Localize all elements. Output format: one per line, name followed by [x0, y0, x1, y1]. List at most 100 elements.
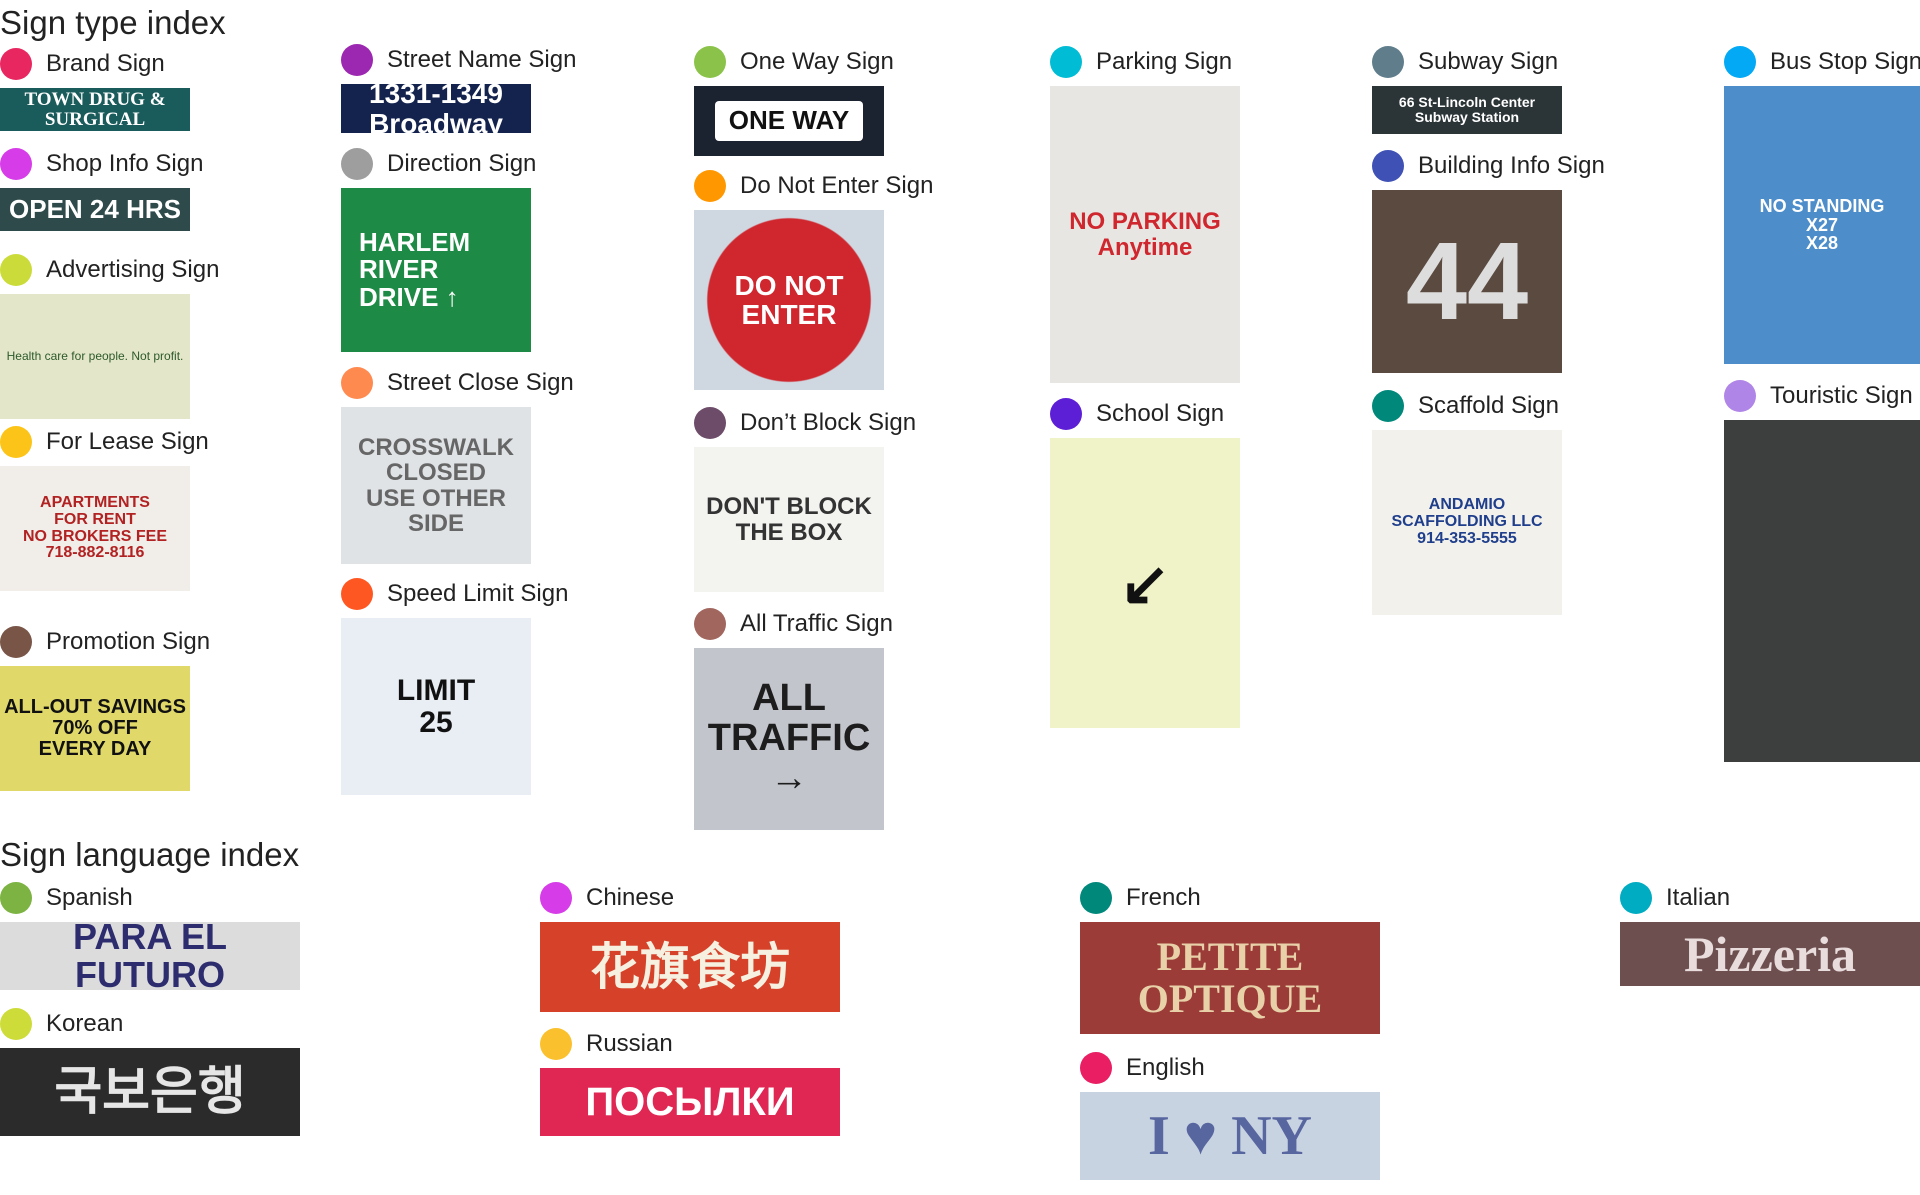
- color-swatch-icon: [0, 254, 32, 286]
- sign-text: 花旗食坊: [590, 938, 790, 995]
- color-swatch-icon: [540, 1028, 572, 1060]
- legend-entry-head: Speed Limit Sign: [341, 576, 568, 612]
- type-entry-advertising-sign: Advertising Sign Health care for people. …: [0, 252, 219, 419]
- legend-label: Street Close Sign: [387, 369, 574, 396]
- color-swatch-icon: [694, 46, 726, 78]
- type-entry-subway-sign: Subway Sign 66 St-Lincoln Center Subway St…: [1372, 44, 1562, 134]
- legend-label: Korean: [46, 1010, 124, 1037]
- legend-entry-head: Subway Sign: [1372, 44, 1562, 80]
- color-swatch-icon: [1724, 380, 1756, 412]
- sign-thumbnail: ↙: [1050, 438, 1240, 728]
- sign-text: ALL-OUT SAVINGS: [4, 696, 186, 718]
- legend-entry-head: French: [1080, 880, 1380, 916]
- color-swatch-icon: [0, 882, 32, 914]
- type-entry-brand-sign: Brand Sign TOWN DRUG & SURGICAL: [0, 46, 190, 131]
- legend-label: Don’t Block Sign: [740, 409, 917, 436]
- legend-entry-head: Do Not Enter Sign: [694, 168, 933, 204]
- sign-text: DO NOT: [734, 269, 844, 301]
- sign-thumbnail: OPEN 24 HRS: [0, 188, 190, 231]
- legend-label: Building Info Sign: [1418, 152, 1605, 179]
- type-entry-do-not-enter-sign: Do Not Enter Sign DO NOT ENTER: [694, 168, 933, 390]
- legend-label: Shop Info Sign: [46, 150, 204, 177]
- sign-text: TRAFFIC: [707, 717, 871, 760]
- legend-entry-head: Italian: [1620, 880, 1920, 916]
- sign-text: DRIVE ↑: [359, 281, 459, 312]
- sign-thumbnail: ONE WAY: [694, 86, 884, 156]
- sign-type-index-title: Sign type index: [0, 4, 226, 41]
- color-swatch-icon: [341, 148, 373, 180]
- type-entry-direction-sign: Direction Sign HARLEM RIVER DRIVE ↑: [341, 146, 536, 352]
- legend-entry-head: Building Info Sign: [1372, 148, 1605, 184]
- sign-text: PARA EL FUTURO: [72, 922, 227, 990]
- sign-text: SCAFFOLDING LLC: [1391, 513, 1543, 531]
- sign-text: Health care for people. Not profit.: [6, 349, 184, 364]
- legend-entry-head: Spanish: [0, 880, 300, 916]
- color-swatch-icon: [694, 608, 726, 640]
- sign-thumbnail: I ♥ NY: [1080, 1092, 1380, 1180]
- legend-label: Brand Sign: [46, 50, 165, 77]
- legend-entry-head: Korean: [0, 1006, 300, 1042]
- sign-thumbnail: CROSSWALK CLOSED USE OTHER SIDE: [341, 407, 531, 564]
- sign-text: 25: [419, 705, 453, 739]
- sign-text: EVERY DAY: [38, 738, 152, 760]
- color-swatch-icon: [1080, 1052, 1112, 1084]
- color-swatch-icon: [0, 626, 32, 658]
- sign-thumbnail: PARA EL FUTURO: [0, 922, 300, 990]
- sign-thumbnail: ALL-OUT SAVINGS 70% OFF EVERY DAY: [0, 666, 190, 791]
- color-swatch-icon: [1080, 882, 1112, 914]
- legend-label: Russian: [586, 1030, 673, 1057]
- sign-thumbnail: NO PARKING Anytime: [1050, 86, 1240, 383]
- color-swatch-icon: [540, 882, 572, 914]
- sign-text: APARTMENTS: [40, 493, 150, 511]
- type-entry-street-close-sign: Street Close Sign CROSSWALK CLOSED USE OTHE…: [341, 365, 574, 564]
- sign-language-index-title: Sign language index: [0, 836, 300, 873]
- language-entry-korean: Korean 국보은행: [0, 1006, 300, 1136]
- sign-text: NO PARKING: [1069, 208, 1221, 236]
- sign-text: LIMIT: [396, 674, 476, 707]
- legend-label: Street Name Sign: [387, 46, 577, 73]
- legend-entry-head: Don’t Block Sign: [694, 405, 916, 441]
- sign-text: NO BROKERS FEE: [22, 527, 167, 545]
- sign-text: FOR RENT: [54, 510, 136, 528]
- sign-text: Subway Station: [1414, 109, 1520, 125]
- type-entry-touristic-sign: Touristic Sign: [1724, 378, 1920, 762]
- sign-text: ONE WAY: [714, 101, 864, 141]
- legend-label: For Lease Sign: [46, 428, 209, 455]
- sign-thumbnail: ПОСЫЛКИ: [540, 1068, 840, 1136]
- language-entry-english: English I ♥ NY: [1080, 1050, 1380, 1180]
- legend-entry-head: Street Name Sign: [341, 42, 576, 78]
- color-swatch-icon: [1372, 390, 1404, 422]
- sign-thumbnail: DO NOT ENTER: [694, 210, 884, 390]
- type-entry-bus-stop-sign: Bus Stop Sign NO STANDING X27 X28: [1724, 44, 1920, 364]
- color-swatch-icon: [341, 44, 373, 76]
- legend-label: Scaffold Sign: [1418, 392, 1559, 419]
- sign-text: CLOSED: [385, 459, 486, 487]
- color-swatch-icon: [341, 578, 373, 610]
- sign-text: DON'T BLOCK: [706, 493, 872, 521]
- legend-entry-head: Brand Sign: [0, 46, 190, 82]
- color-swatch-icon: [694, 407, 726, 439]
- color-swatch-icon: [0, 148, 32, 180]
- legend-entry-head: All Traffic Sign: [694, 606, 893, 642]
- sign-thumbnail: ALL TRAFFIC →: [694, 648, 884, 830]
- sign-text: USE OTHER SIDE: [365, 484, 506, 537]
- sign-text: PETITE: [1156, 934, 1304, 979]
- legend-entry-head: Russian: [540, 1026, 840, 1062]
- sign-text: Broadway: [369, 107, 503, 133]
- legend-label: Do Not Enter Sign: [740, 172, 934, 199]
- color-swatch-icon: [0, 426, 32, 458]
- color-swatch-icon: [1050, 398, 1082, 430]
- sign-thumbnail: 국보은행: [0, 1048, 300, 1136]
- sign-text: ↙: [1119, 549, 1171, 617]
- legend-entry-head: Promotion Sign: [0, 624, 210, 660]
- legend-label: Bus Stop Sign: [1770, 48, 1920, 75]
- sign-thumbnail: Pizzeria: [1620, 922, 1920, 986]
- legend-label: Advertising Sign: [46, 256, 220, 283]
- type-entry-promotion-sign: Promotion Sign ALL-OUT SAVINGS 70% OFF EVER…: [0, 624, 210, 791]
- sign-text: CROSSWALK: [358, 434, 514, 462]
- legend-entry-head: Touristic Sign: [1724, 378, 1920, 414]
- sign-text: I ♥ NY: [1148, 1104, 1312, 1167]
- type-entry-all-traffic-sign: All Traffic Sign ALL TRAFFIC →: [694, 606, 893, 830]
- sign-thumbnail: [1724, 420, 1920, 762]
- sign-text: 44: [1405, 219, 1529, 343]
